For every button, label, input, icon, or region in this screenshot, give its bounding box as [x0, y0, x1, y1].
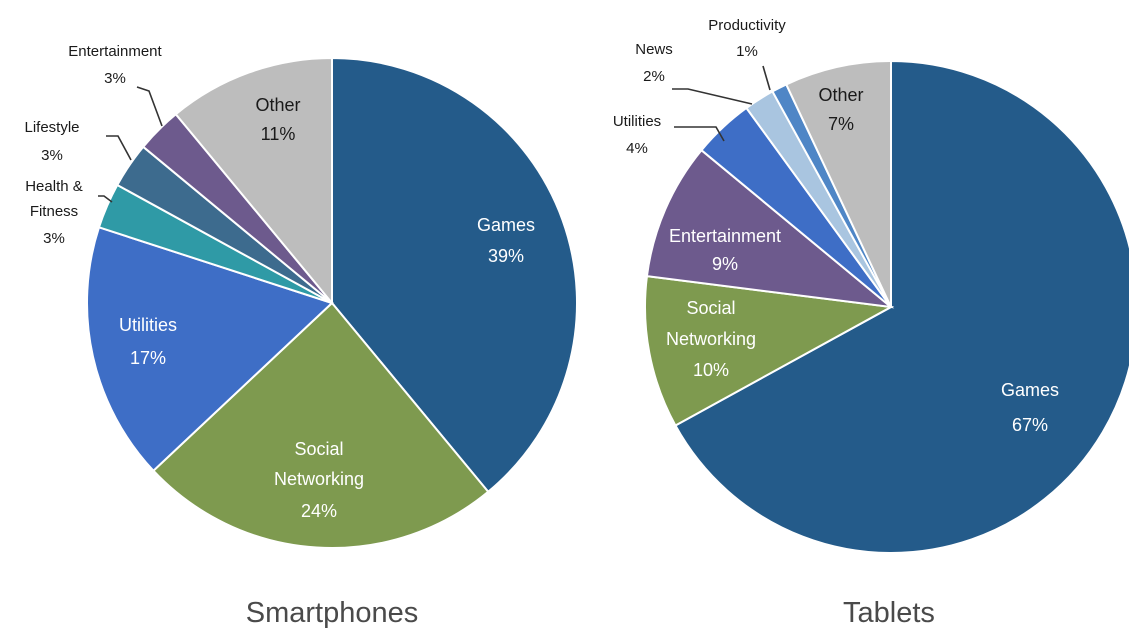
slice-label: News: [635, 41, 673, 58]
leader-line: [136, 86, 163, 127]
slice-label: Social: [686, 298, 735, 318]
slice-value-label: 17%: [130, 348, 166, 368]
slice-value-label: 39%: [488, 246, 524, 266]
pie-slice-entertainment: [645, 148, 895, 309]
slice-label: Lifestyle: [24, 119, 79, 136]
slice-value-label: 67%: [1012, 415, 1048, 435]
slice-label: Utilities: [613, 113, 661, 130]
slice-value-label: 7%: [828, 114, 854, 134]
pie-slice-other: [174, 56, 333, 306]
slice-label: Entertainment: [669, 226, 781, 246]
leader-line: [98, 195, 113, 203]
chart-title: Tablets: [843, 597, 935, 629]
slice-value-label: 24%: [301, 501, 337, 521]
slice-label: Utilities: [119, 315, 177, 335]
pie-slice-games: [331, 56, 579, 494]
leader-line: [674, 126, 725, 142]
slice-value-label: 3%: [41, 147, 63, 164]
slice-label: Games: [477, 215, 535, 235]
pie-slice-utilities: [86, 226, 334, 473]
slice-value-label: 10%: [693, 360, 729, 380]
slice-label: Other: [818, 85, 863, 105]
slice-value-label: 1%: [736, 43, 758, 60]
slice-label: Productivity: [708, 17, 786, 34]
slice-label: Fitness: [30, 203, 78, 220]
smartphones-slices: [86, 56, 579, 549]
slice-value-label: 4%: [626, 140, 648, 157]
leader-line: [672, 88, 753, 105]
chart-title: Smartphones: [246, 597, 419, 629]
pie-slice-other: [784, 59, 892, 308]
pie-slice-games: [674, 59, 1129, 554]
smartphones-chart: Games 39% Social Networking 24% Utilitie…: [24, 43, 579, 629]
slice-value-label: 3%: [43, 230, 65, 247]
tablets-chart: Games 67% Social Networking 10% Entertai…: [613, 17, 1129, 629]
slice-label: Networking: [274, 469, 364, 489]
slice-label: Health &: [25, 178, 83, 195]
slice-value-label: 2%: [643, 68, 665, 85]
slice-label: Networking: [666, 329, 756, 349]
slice-value-label: 3%: [104, 70, 126, 87]
slice-value-label: 9%: [712, 254, 738, 274]
slice-label: Social: [294, 439, 343, 459]
slice-label: Entertainment: [68, 43, 162, 60]
slice-label: Games: [1001, 380, 1059, 400]
slice-value-label: 11%: [261, 124, 296, 144]
leader-line: [762, 65, 771, 91]
slice-label: Other: [255, 95, 300, 115]
tablets-slices: [644, 59, 1129, 554]
leader-line: [106, 135, 132, 161]
pie-slice-social-networking: [644, 275, 895, 427]
pie-slice-social-networking: [151, 301, 490, 549]
